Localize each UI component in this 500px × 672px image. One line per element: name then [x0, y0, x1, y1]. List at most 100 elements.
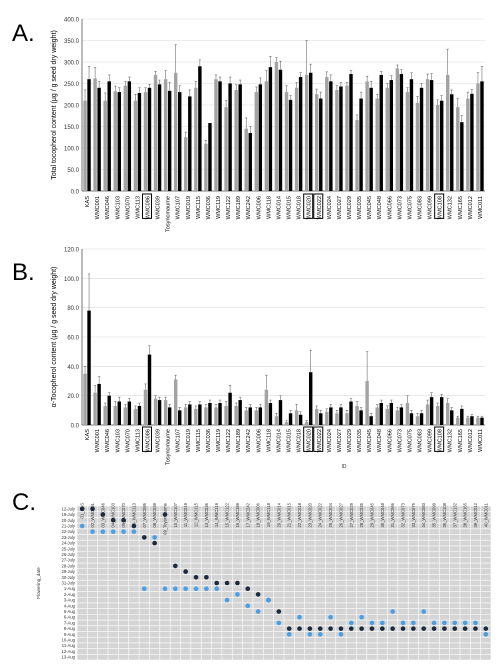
- y-tick-label: 400.0: [64, 18, 80, 24]
- x-tick-label: WMC045: [367, 429, 373, 452]
- grid-x-label: 08_WMC039: [152, 502, 157, 527]
- flowering-dot-2017: [162, 586, 168, 592]
- x-tick-label: WMC103: [115, 429, 121, 452]
- x-tick-label: WMC006: [256, 429, 262, 452]
- x-tick-label: WMC029: [347, 429, 353, 452]
- bar: [308, 372, 313, 425]
- bar: [214, 407, 218, 425]
- bar: [97, 87, 101, 191]
- bar: [335, 89, 339, 191]
- x-tick-label: WMC107: [176, 196, 182, 219]
- grid-x-label: 07_WMC086: [142, 502, 147, 527]
- grid-y-label: 19-July: [62, 512, 76, 517]
- bar: [456, 107, 460, 191]
- chart-a-total-tocopherol: 0.0 50.0 100.0 150.0 200.0 250.0 300.0 350.0 400…: [51, 18, 485, 232]
- bar: [460, 122, 464, 191]
- grid-x-label: 27_WMC029: [349, 502, 354, 527]
- bar: [133, 408, 138, 425]
- grid-x-label: 13_WMC036: [204, 502, 209, 527]
- bar: [127, 401, 132, 425]
- x-tick-label: WMC103: [115, 196, 121, 219]
- x-tick-label: WMC122: [226, 196, 232, 219]
- y-tick-label: 80.0: [67, 306, 79, 312]
- x-tick-label: WMC012: [468, 429, 474, 452]
- bar: [173, 72, 178, 191]
- bar: [304, 74, 309, 191]
- x-tick-label: Tosyncmaume: [166, 429, 172, 465]
- bar: [208, 403, 212, 425]
- flowering-dot-2016: [462, 626, 468, 631]
- grid-y-label: 1-Aug: [64, 586, 76, 591]
- flowering-dot-2016: [235, 580, 240, 586]
- x-tick-label: WMC006: [256, 196, 262, 219]
- grid-x-label: 17_WMC242: [245, 502, 250, 527]
- bar: [425, 404, 430, 425]
- grid-y-label: 24-July: [62, 541, 76, 546]
- flowering-dot-2016: [173, 563, 178, 569]
- bar: [419, 87, 424, 191]
- bar: [163, 400, 168, 425]
- x-tick-label: WMC014: [276, 196, 282, 219]
- bar: [178, 92, 182, 191]
- flowering-dot-2016: [348, 626, 354, 631]
- grid-x-label: 26_WMC027: [338, 502, 343, 527]
- flowering-dot-2017: [369, 620, 375, 626]
- grid-x-label: 28_WMC035: [359, 502, 364, 527]
- grid-y-label: 25-July: [62, 546, 76, 551]
- grid-x-label: 04_WMC103: [111, 502, 116, 527]
- x-tick-label: KAS: [85, 429, 91, 440]
- flowering-dot-2016: [442, 626, 447, 631]
- x-tick-label: WMC115: [196, 429, 202, 452]
- bar: [365, 381, 369, 425]
- y-tick-label: 150.0: [64, 125, 80, 131]
- grid-y-label: 29-July: [62, 569, 76, 574]
- bar: [244, 128, 248, 191]
- bar: [184, 407, 188, 425]
- chart-b-alpha-tocopherol: 0.0 20.0 40.0 60.0 80.0 100.0 120.0 α-Tocophero…: [51, 248, 485, 465]
- bar: [87, 79, 91, 191]
- x-tick-label: WMC066: [387, 196, 393, 219]
- highlight-box: [141, 426, 152, 452]
- bar: [466, 98, 470, 191]
- bar: [147, 87, 152, 191]
- y-axis-title: α-Tocopherol content (μg / g seed dry we…: [51, 267, 58, 408]
- grid-x-label: 32_WMC073: [401, 502, 406, 527]
- bar: [87, 310, 91, 425]
- bar: [294, 87, 299, 191]
- grid-x-label: 02_WMC001: [90, 502, 95, 527]
- bar: [274, 416, 279, 425]
- bar: [178, 410, 182, 425]
- bar: [450, 410, 454, 425]
- grid-y-label: 12-Aug: [61, 649, 75, 654]
- panel-a-letter: A.: [12, 20, 35, 47]
- bar: [476, 83, 480, 191]
- grid-x-label: 16_WMC189: [235, 502, 240, 527]
- flowering-dot-2017: [224, 597, 230, 603]
- bar: [415, 102, 420, 191]
- bar: [435, 105, 440, 191]
- y-tick-label: 350.0: [64, 39, 80, 45]
- bar: [198, 404, 202, 425]
- bar: [435, 405, 440, 425]
- grid-y-label: 22-July: [62, 529, 76, 534]
- grid-y-label: 9-Aug: [64, 632, 76, 637]
- bar: [369, 87, 373, 191]
- x-tick-label: WMC029: [347, 196, 353, 219]
- flowering-dot-2017: [141, 586, 147, 592]
- x-tick-label: WMC075: [407, 429, 413, 452]
- x-tick-label: WMC119: [216, 196, 222, 219]
- bar: [359, 98, 363, 191]
- bar: [349, 401, 353, 425]
- flowering-dot-2017: [359, 614, 364, 620]
- flowering-dot-2017: [452, 620, 458, 626]
- bar: [319, 413, 323, 425]
- bar: [446, 74, 450, 191]
- bar: [395, 68, 400, 191]
- panel-c-letter: C.: [12, 489, 36, 516]
- x-tick-label: WMC189: [236, 196, 242, 219]
- bar: [107, 81, 111, 191]
- bar: [470, 416, 474, 425]
- bar: [188, 96, 192, 191]
- grid-y-label: 27-July: [62, 558, 76, 563]
